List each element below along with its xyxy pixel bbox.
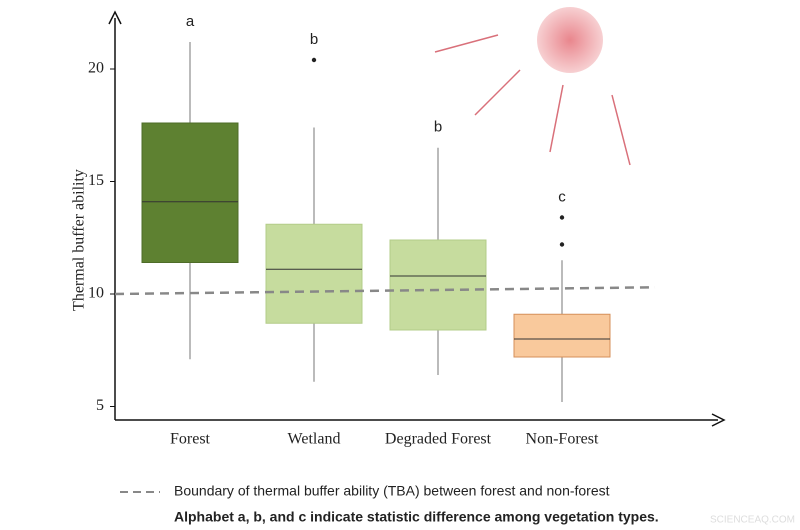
y-tick-label: 5 — [96, 397, 104, 414]
x-tick-label: Forest — [170, 431, 211, 448]
box — [513, 313, 611, 358]
legend-text: Boundary of thermal buffer ability (TBA)… — [174, 483, 610, 499]
outlier — [559, 215, 565, 220]
significance-letter: b — [310, 31, 318, 48]
legend-note: Alphabet a, b, and c indicate statistic … — [174, 509, 659, 525]
sun-ray — [474, 69, 521, 116]
x-axis-arrow — [711, 413, 726, 427]
significance-letter: b — [434, 119, 442, 136]
sun-ray — [434, 34, 499, 53]
y-tick-label: 20 — [88, 60, 104, 77]
outlier — [559, 242, 565, 247]
significance-letter: c — [558, 188, 566, 205]
sun — [434, 7, 631, 166]
box — [389, 239, 487, 331]
x-tick-label: Degraded Forest — [385, 431, 492, 448]
sun-ray — [611, 94, 631, 166]
y-axis-label: Thermal buffer ability — [71, 169, 88, 311]
y-tick-label: 10 — [88, 285, 104, 302]
x-tick-label: Wetland — [288, 431, 341, 448]
y-tick-label: 15 — [88, 172, 104, 189]
reference-line — [114, 286, 656, 296]
box — [141, 122, 239, 263]
sun-ray — [549, 84, 564, 153]
x-tick-label: Non-Forest — [526, 431, 599, 448]
y-axis-arrow — [108, 10, 122, 25]
outlier — [311, 57, 317, 63]
watermark: SCIENCEAQ.COM — [710, 515, 795, 526]
significance-letter: a — [186, 13, 195, 30]
sun-disc — [537, 7, 603, 73]
box — [265, 223, 363, 324]
